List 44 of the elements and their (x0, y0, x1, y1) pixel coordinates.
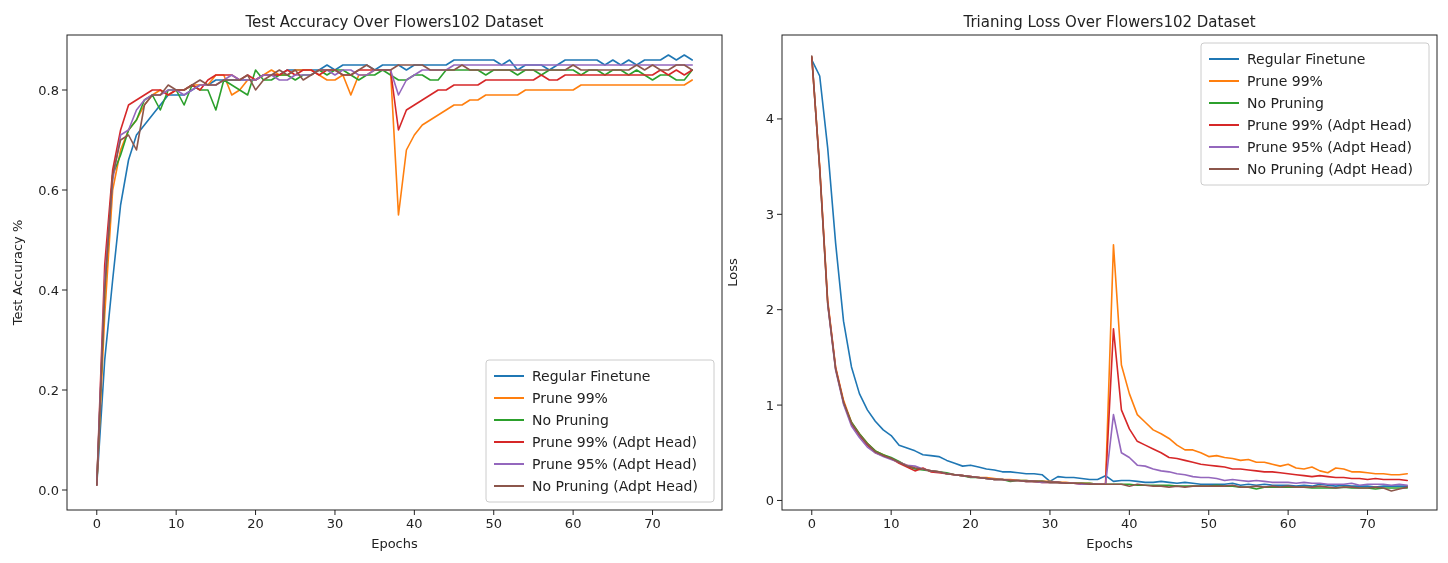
legend-label: Prune 99% (Adpt Head) (1247, 116, 1412, 133)
x-tick-label: 60 (564, 516, 582, 531)
y-tick-label: 0.8 (38, 82, 59, 98)
x-axis-title: Epochs (371, 536, 419, 551)
y-tick-label: 0.6 (38, 182, 59, 198)
x-tick-label: 0 (807, 516, 816, 531)
x-tick-label: 0 (92, 516, 101, 531)
y-tick-label: 2 (765, 302, 774, 318)
y-axis-title: Loss (725, 258, 740, 287)
legend-label: Prune 99% (532, 389, 608, 406)
y-tick-label: 0.2 (38, 382, 59, 398)
legend-label: Prune 99% (1247, 72, 1323, 89)
x-tick-label: 10 (167, 516, 185, 531)
x-tick-label: 30 (326, 516, 344, 531)
x-tick-label: 20 (962, 516, 979, 531)
legend-label: No Pruning (1247, 94, 1324, 111)
y-tick-label: 4 (765, 111, 774, 127)
x-tick-label: 20 (247, 516, 264, 531)
legend-label: No Pruning (532, 411, 609, 428)
y-tick-label: 3 (765, 206, 774, 222)
x-tick-label: 50 (485, 516, 503, 531)
y-tick-label: 0.0 (38, 482, 59, 498)
x-tick-label: 50 (1200, 516, 1218, 531)
y-tick-label: 0 (765, 493, 774, 509)
legend-label: No Pruning (Adpt Head) (532, 477, 698, 494)
x-tick-label: 30 (1041, 516, 1059, 531)
x-tick-label: 60 (1279, 516, 1297, 531)
x-tick-label: 40 (406, 516, 423, 531)
legend-label: Prune 99% (Adpt Head) (532, 433, 697, 450)
x-tick-label: 70 (1359, 516, 1376, 531)
legend-label: Prune 95% (Adpt Head) (532, 455, 697, 472)
x-tick-label: 10 (882, 516, 900, 531)
legend-label: Regular Finetune (532, 367, 651, 384)
y-tick-label: 0.4 (38, 282, 59, 298)
y-tick-label: 1 (765, 397, 774, 413)
y-axis-title: Test Accuracy % (10, 219, 25, 327)
chart-title: Test Accuracy Over Flowers102 Dataset (244, 13, 544, 31)
chart-title: Trianing Loss Over Flowers102 Dataset (962, 13, 1256, 31)
legend-label: Prune 95% (Adpt Head) (1247, 138, 1412, 155)
x-axis-title: Epochs (1086, 536, 1134, 551)
x-tick-label: 70 (644, 516, 661, 531)
legend-label: Regular Finetune (1247, 50, 1366, 67)
x-tick-label: 40 (1121, 516, 1138, 531)
legend-label: No Pruning (Adpt Head) (1247, 160, 1413, 177)
